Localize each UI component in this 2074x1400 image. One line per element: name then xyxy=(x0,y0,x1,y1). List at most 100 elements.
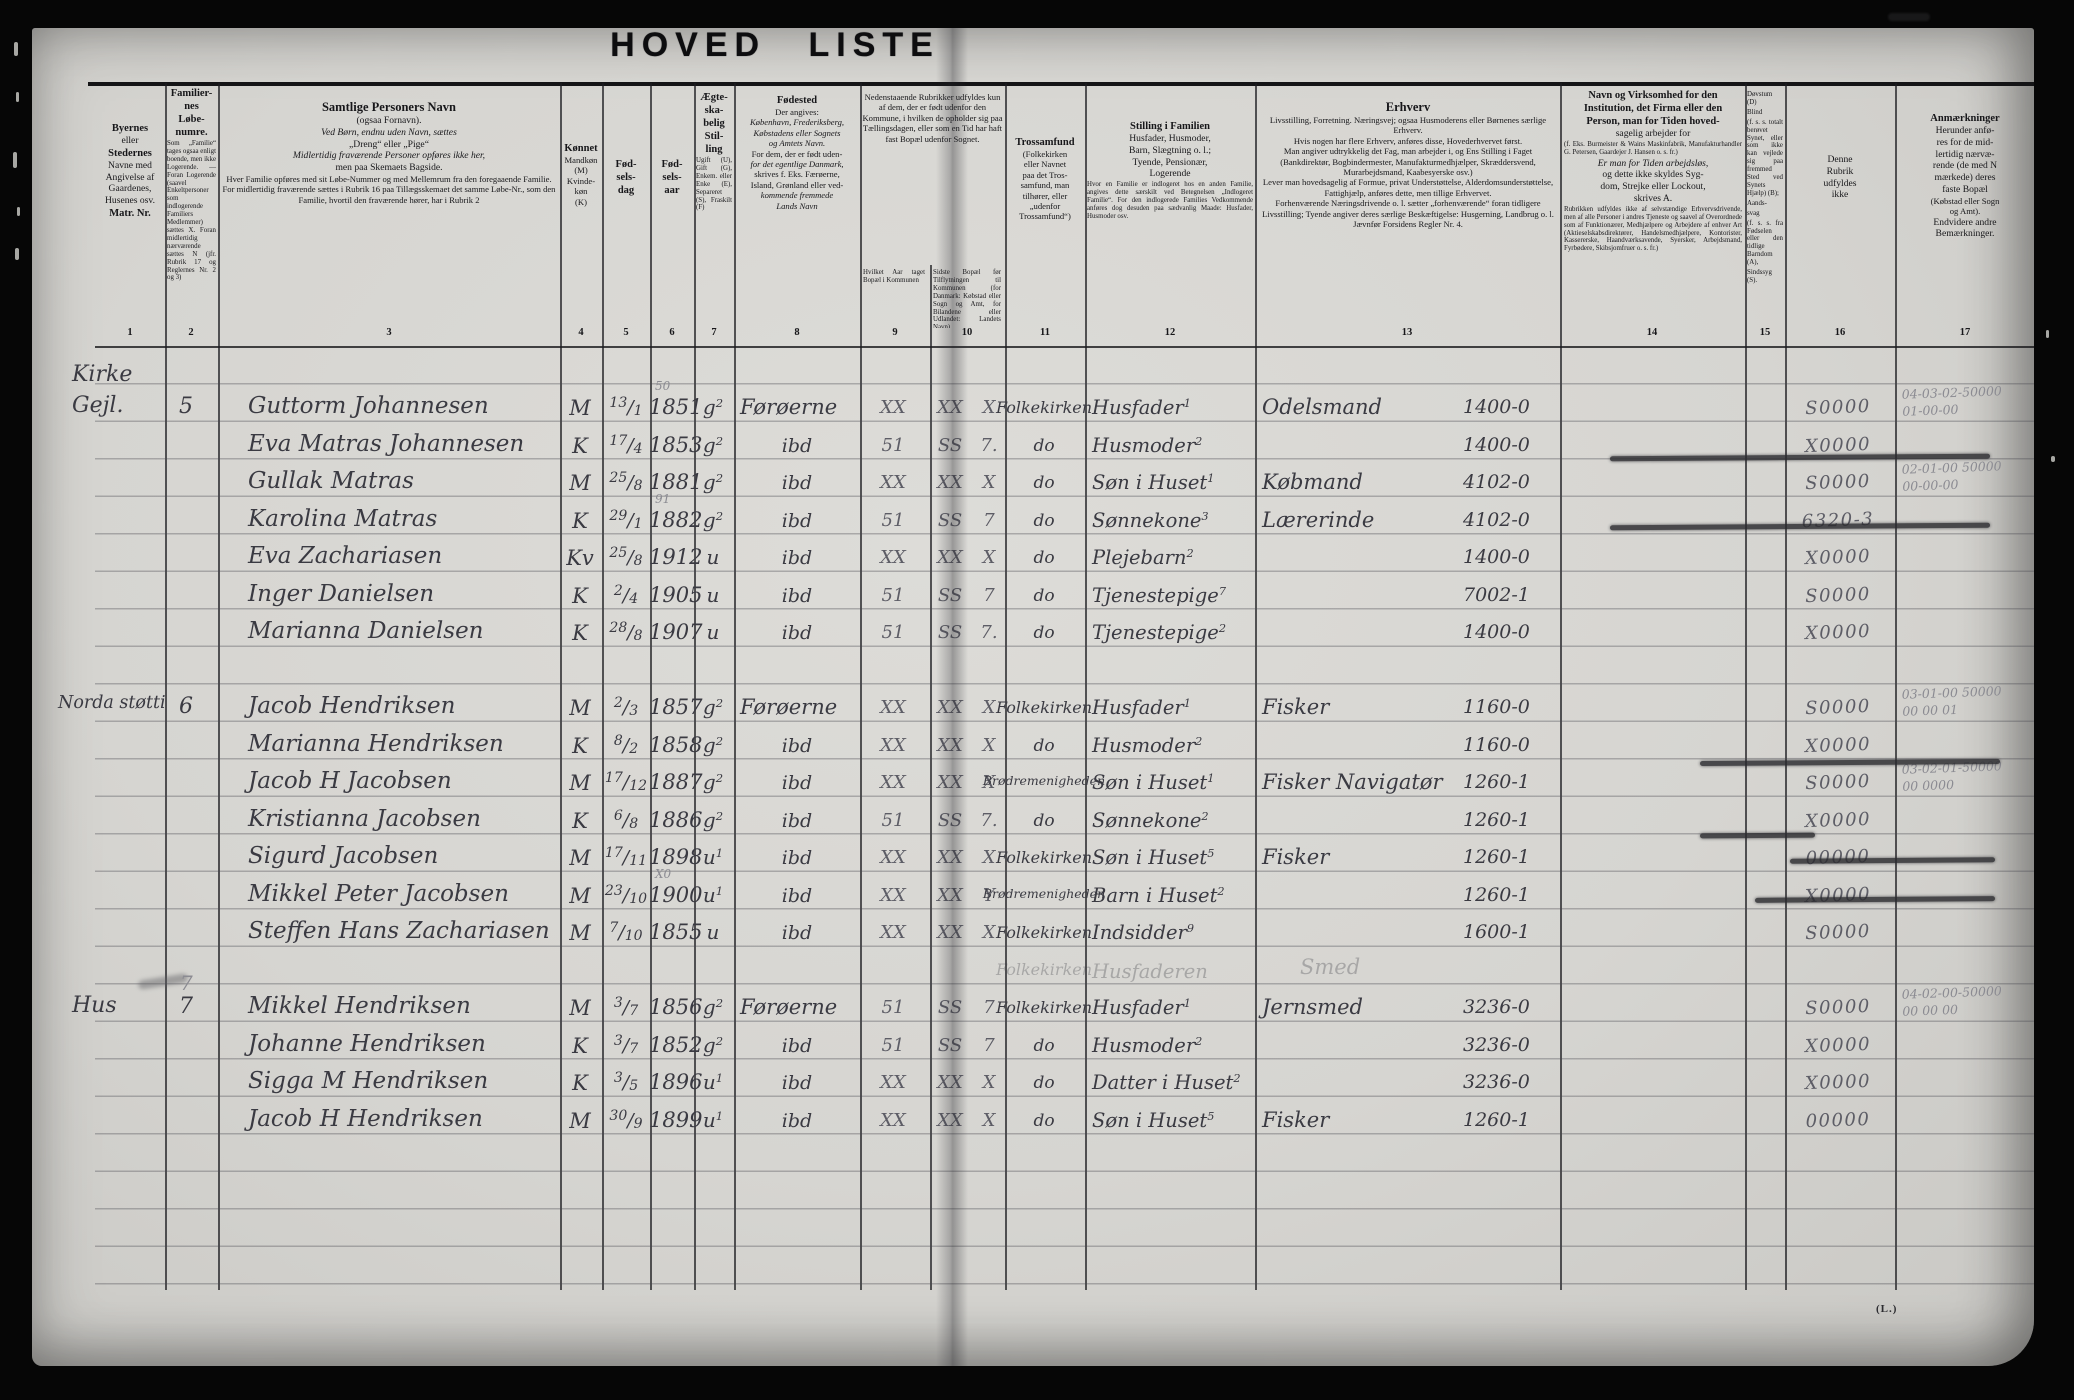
cell-faith: Folkekirken xyxy=(995,698,1093,717)
cell-faith: do xyxy=(1033,810,1055,831)
header-text: Løbe- xyxy=(178,114,205,125)
ghost-faith: Folkekirken xyxy=(995,960,1093,979)
cell-family-position: Husfader1 xyxy=(1092,696,1191,719)
cell-name: Inger Danielsen xyxy=(248,580,435,607)
cell-name: Steffen Hans Zachariasen xyxy=(248,918,550,944)
column-number: 1 xyxy=(127,327,133,338)
header-text: Familier- xyxy=(170,88,213,99)
cell-birthplace: ibd xyxy=(781,1109,813,1132)
cell-stat-code: S0000 xyxy=(1804,695,1872,720)
header-text: kommende fremmede xyxy=(760,190,834,201)
cell-residence-year: XX xyxy=(880,1072,906,1093)
position-superscript: 9 xyxy=(1186,922,1195,935)
cell-previous-residence: SS xyxy=(938,622,962,643)
header-text: faste Bopæl xyxy=(1942,183,1988,195)
cell-stat-code: X0000 xyxy=(1804,620,1872,645)
header-text: res for de mid- xyxy=(1936,136,1994,148)
cell-birthplace: ibd xyxy=(781,884,813,907)
header-text: Barn, Slægtning o. l.; xyxy=(1128,144,1212,156)
cell-occupation-code: 1260-1 xyxy=(1463,883,1530,906)
stray-number: 7 xyxy=(180,971,193,995)
cell-occupation-code: 3236-0 xyxy=(1463,1033,1530,1056)
column-number: 12 xyxy=(1164,327,1176,338)
edge-speck xyxy=(15,248,19,260)
cell-name: Guttorm Johannesen xyxy=(248,393,489,419)
header-text: Aands- xyxy=(1747,199,1767,207)
cell-birthplace: ibd xyxy=(781,622,813,644)
cell-remarks: 04-03-02-50000 01-00-00 xyxy=(1901,382,2002,419)
cell-birth-year: 1899 xyxy=(649,1107,703,1132)
cell-occupation: Fisker xyxy=(1262,845,1330,869)
row-place: Kirke xyxy=(72,362,133,387)
edge-speck xyxy=(16,92,19,102)
cell-faith: do xyxy=(1033,548,1055,568)
header-text: Navn og Virksomhed for den xyxy=(1588,90,1718,101)
row-place: Gejl. xyxy=(72,393,124,418)
column-divider xyxy=(734,83,736,1290)
column-number: 16 xyxy=(1834,327,1846,338)
cell-occupation: Fisker xyxy=(1262,1107,1330,1132)
column-number: 9 xyxy=(892,327,898,338)
header-text: ikke xyxy=(1831,189,1849,201)
column-number: 14 xyxy=(1646,327,1658,338)
header-text: og Amtets Navn. xyxy=(768,138,826,149)
cell-occupation: Købmand xyxy=(1262,470,1363,494)
position-superscript: 5 xyxy=(1207,847,1215,860)
cell-previous-residence: X xyxy=(982,922,996,943)
cell-birthplace: ibd xyxy=(781,734,813,757)
header-col-occupation: Erhverv Livsstilling, Forretning. Nærings… xyxy=(1258,86,1558,344)
cell-birthplace: ibd xyxy=(781,1072,813,1094)
cell-marital-status: g2 xyxy=(702,807,724,832)
header-text: paa det Tros- xyxy=(1022,169,1068,180)
column-number: 2 xyxy=(188,327,194,338)
header-text: mærkede) deres xyxy=(1934,172,1996,184)
header-col-name: Samtlige Personers Navn (ogsaa Fornavn). V… xyxy=(220,86,558,344)
cell-faith: Folkekirken xyxy=(995,923,1093,942)
cell-stat-code: 00000 xyxy=(1805,1108,1871,1132)
cell-faith: Brødremenigheden xyxy=(982,885,1106,901)
cell-name: Mikkel Hendriksen xyxy=(248,993,471,1019)
header-text: Hvis nogen har flere Erhverv, anføres di… xyxy=(1293,135,1523,146)
column-divider xyxy=(1745,83,1747,1290)
cell-sex: K xyxy=(572,621,588,645)
header-text: Stedernes xyxy=(108,147,152,159)
cell-birthplace: ibd xyxy=(781,809,813,832)
header-text: eller xyxy=(121,135,139,146)
cell-stat-code: S0000 xyxy=(1804,395,1872,420)
cell-residence-year: XX xyxy=(880,1109,906,1131)
cell-occupation-code: 1400-0 xyxy=(1463,621,1530,643)
cell-birth-year: 1882 xyxy=(649,507,703,532)
cell-previous-residence: SS xyxy=(938,810,962,831)
cell-marital-status: g2 xyxy=(702,470,724,494)
column-number: 6 xyxy=(669,327,675,338)
cell-birthplace: ibd xyxy=(781,434,813,457)
cell-birthplace: ibd xyxy=(781,772,813,794)
cell-previous-residence: XX xyxy=(937,922,963,943)
cell-year-correction: 91 xyxy=(655,491,671,506)
header-col-910-note: Nedenstaaende Rubrikker udfyldes kun af … xyxy=(862,86,1003,344)
cell-residence-year: XX xyxy=(880,922,906,943)
marital-superscript: 2 xyxy=(715,1033,724,1048)
header-text: Fød- xyxy=(661,159,683,170)
cell-birth-year: 1896 xyxy=(649,1070,703,1094)
cell-previous-residence: 7 xyxy=(983,509,995,531)
cell-sex: M xyxy=(569,996,591,1020)
cell-previous-residence: XX xyxy=(937,847,963,868)
cell-name: Kristianna Jacobsen xyxy=(248,805,481,832)
cell-previous-residence: X xyxy=(982,847,996,868)
cell-marital-status: u xyxy=(706,545,720,569)
header-text: sagelig arbejder for xyxy=(1615,128,1691,139)
position-superscript: 2 xyxy=(1201,809,1209,823)
cell-birthplace: Førøerne xyxy=(740,695,838,719)
cell-birthdate-day: 23/10 xyxy=(604,882,648,907)
cell-sex: M xyxy=(569,846,591,870)
header-text: Stil- xyxy=(704,131,724,142)
cell-family-position: Husfader1 xyxy=(1092,396,1191,419)
cell-birthdate-day: 29/1 xyxy=(609,507,643,532)
header-text: (Købstad eller Sogn xyxy=(1930,195,2000,206)
cell-residence-year: 51 xyxy=(881,509,905,531)
cell-occupation-code: 1260-1 xyxy=(1463,846,1530,868)
cell-occupation-code: 1400-0 xyxy=(1463,546,1530,568)
